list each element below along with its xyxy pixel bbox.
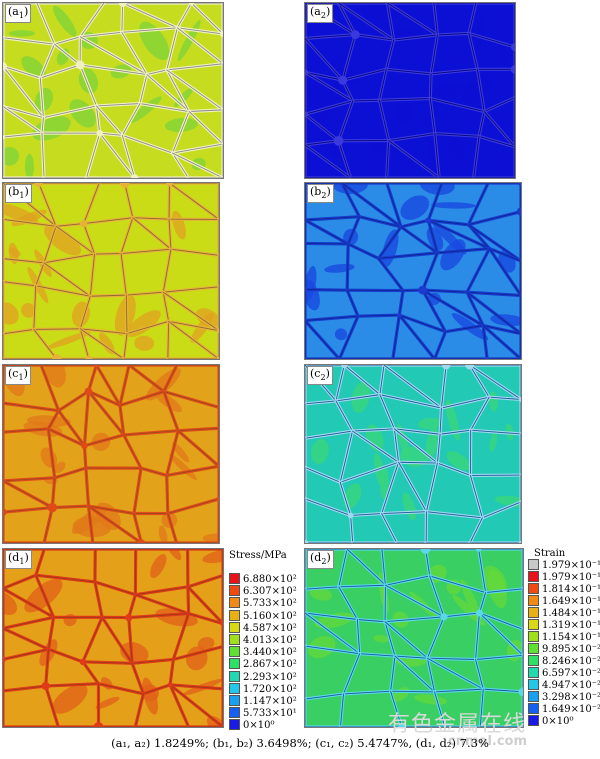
stress-legend-swatch (229, 585, 240, 597)
grain-map-b2 (305, 183, 521, 359)
strain-legend-swatch (528, 571, 539, 582)
stress-legend-swatch (229, 621, 240, 633)
stress-legend-label: 2.293×10² (243, 671, 297, 683)
stress-legend-swatch (229, 609, 240, 621)
strain-legend-label: 1.649×10⁻¹ (542, 596, 600, 607)
stress-legend-swatch (229, 670, 240, 682)
stress-legend-label: 2.867×10² (243, 659, 297, 671)
strain-legend-label: 9.895×10⁻² (542, 644, 600, 655)
stress-legend-label: 1.720×10² (243, 683, 297, 695)
stress-legend-label: 0×10⁰ (243, 720, 275, 732)
strain-legend-swatch (528, 703, 539, 714)
strain-legend-label: 1.484×10⁻¹ (542, 608, 600, 619)
strain-legend-swatch (528, 559, 539, 570)
strain-legend-title: Strain (534, 548, 566, 559)
stress-legend-label: 6.880×10² (243, 574, 297, 585)
grain-map-b1 (3, 183, 219, 359)
stress-legend: Stress/MPa 6.880×10² 6.307×10² 5.733×10² 5.… (229, 550, 303, 732)
strain-legend-label: 1.979×10⁻¹ (542, 560, 600, 571)
strain-legend-label: 0×10⁰ (542, 716, 574, 727)
stress-legend-swatch (229, 707, 240, 719)
panel-a2: (a2) (304, 2, 516, 179)
panel-b1: (b1) (2, 182, 220, 360)
strain-legend-label: 8.246×10⁻² (542, 656, 600, 667)
panel-label-d2: (d2) (307, 550, 334, 570)
panel-a1: (a1) (2, 2, 224, 179)
strain-legend-swatch (528, 691, 539, 702)
panel-label-c1: (c1) (5, 366, 31, 386)
panel-d2: (d2) (304, 548, 524, 728)
figure-caption: (a₁, a₂) 1.8249%; (b₁, b₂) 3.6498%; (c₁,… (111, 736, 489, 750)
panel-label-a2: (a2) (307, 4, 334, 24)
watermark-cn: 有色金属在线 (388, 712, 527, 737)
grain-map-a2 (305, 3, 515, 178)
panel-label-a1: (a1) (5, 4, 32, 24)
strain-legend-swatch (528, 583, 539, 594)
strain-legend-label: 4.947×10⁻² (542, 680, 600, 691)
strain-legend-swatch (528, 643, 539, 654)
strain-legend: Strain 1.979×10⁻¹ 1.979×10⁻¹ 1.814×10⁻¹ 1.6… (528, 548, 600, 730)
watermark-url: cnmol.com (448, 734, 528, 749)
strain-legend-swatch (528, 667, 539, 678)
stress-legend-label: 4.587×10² (243, 622, 297, 634)
strain-legend-swatch (528, 619, 539, 630)
strain-legend-label: 1.319×10⁻¹ (542, 620, 600, 631)
strain-legend-label: 1.154×10⁻¹ (542, 632, 600, 643)
stress-legend-label: 5.733×10² (243, 598, 297, 610)
grain-map-a1 (3, 3, 223, 178)
stress-legend-label: 5.733×10¹ (243, 708, 297, 720)
stress-legend-swatch (229, 682, 240, 694)
strain-legend-swatch (528, 655, 539, 666)
panel-c2: (c2) (304, 364, 522, 544)
panel-label-d1: (d1) (5, 550, 32, 570)
grain-map-c2 (305, 365, 521, 543)
panel-label-b1: (b1) (5, 184, 32, 204)
panel-c1: (c1) (2, 364, 220, 544)
strain-legend-label: 3.298×10⁻² (542, 692, 600, 703)
stress-legend-swatch (229, 695, 240, 706)
strain-legend-label: 1.649×10⁻² (542, 704, 600, 715)
stress-legend-swatch (229, 573, 240, 584)
strain-legend-swatch (528, 715, 539, 726)
stress-legend-label: 3.440×10² (243, 647, 297, 659)
grain-map-d1 (3, 549, 223, 727)
panel-label-c2: (c2) (307, 366, 333, 386)
stress-legend-swatch (229, 646, 240, 658)
panel-b2: (b2) (304, 182, 522, 360)
strain-legend-swatch (528, 679, 539, 690)
panel-label-b2: (b2) (307, 184, 334, 204)
strain-legend-swatch (528, 595, 539, 606)
stress-legend-title: Stress/MPa (229, 550, 287, 561)
stress-legend-swatch (229, 658, 240, 670)
strain-legend-label: 1.979×10⁻¹ (542, 572, 600, 583)
stress-legend-label: 5.160×10² (243, 610, 297, 622)
panel-d1: (d1) (2, 548, 224, 728)
strain-legend-swatch (528, 607, 539, 618)
grain-map-c1 (3, 365, 219, 543)
stress-legend-label: 6.307×10² (243, 586, 297, 598)
stress-legend-swatch (229, 634, 240, 645)
strain-legend-swatch (528, 631, 539, 642)
grain-map-d2 (305, 549, 523, 727)
stress-legend-swatch (229, 597, 240, 609)
stress-legend-label: 1.147×10² (243, 696, 297, 707)
strain-legend-label: 6.597×10⁻² (542, 668, 600, 679)
strain-legend-label: 1.814×10⁻¹ (542, 584, 600, 595)
stress-legend-swatch (229, 719, 240, 731)
stress-legend-label: 4.013×10² (243, 635, 297, 646)
